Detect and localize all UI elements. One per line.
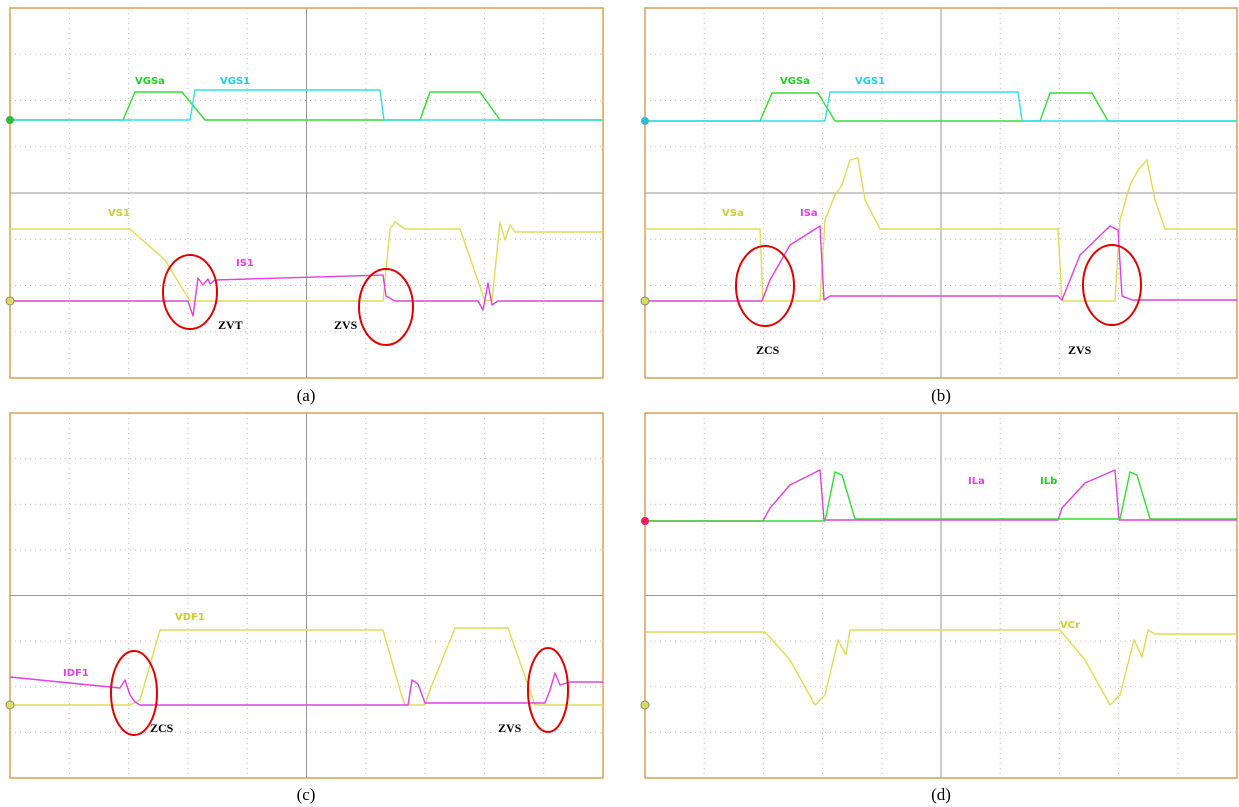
ground-marker bbox=[6, 297, 14, 305]
annotation: ZCS bbox=[150, 721, 174, 735]
ground-marker bbox=[641, 117, 649, 125]
highlight bbox=[163, 255, 217, 329]
trace-label: IDF1 bbox=[63, 668, 89, 679]
scope-grids bbox=[10, 8, 1237, 778]
trace-label: VGS1 bbox=[855, 76, 885, 87]
trace-label: ILb bbox=[1040, 476, 1057, 487]
trace-label: VCr bbox=[1060, 620, 1080, 631]
ground-marker bbox=[641, 297, 649, 305]
annotation: ZVS bbox=[1068, 343, 1092, 357]
caption: (c) bbox=[297, 785, 316, 804]
trace-label: IS1 bbox=[236, 258, 254, 269]
trace-label: VDF1 bbox=[175, 612, 205, 623]
annotation: ZVS bbox=[498, 721, 522, 735]
caption: (a) bbox=[297, 386, 316, 405]
trace-label: VGSa bbox=[780, 76, 810, 87]
highlight bbox=[359, 269, 413, 345]
ground-marker bbox=[6, 701, 14, 709]
highlight bbox=[528, 648, 568, 732]
annotation: ZCS bbox=[756, 343, 780, 357]
caption: (b) bbox=[931, 386, 951, 405]
trace-label: VSa bbox=[722, 208, 744, 219]
trace-label: VS1 bbox=[108, 208, 130, 219]
ground-marker bbox=[641, 517, 649, 525]
ground-marker bbox=[641, 701, 649, 709]
trace-label: VGSa bbox=[135, 76, 165, 87]
annotation: ZVS bbox=[334, 318, 358, 332]
ground-marker bbox=[6, 116, 14, 124]
caption: (d) bbox=[931, 785, 951, 804]
highlight bbox=[1083, 245, 1141, 325]
trace-label: VGS1 bbox=[220, 76, 250, 87]
trace-label: ILa bbox=[968, 476, 985, 487]
trace-label: ISa bbox=[800, 208, 818, 219]
annotation: ZVT bbox=[218, 318, 243, 332]
figure: VGSa VGS1 VS1 IS1 ZVT ZVS (a) VGSa VGS1 … bbox=[0, 0, 1239, 807]
